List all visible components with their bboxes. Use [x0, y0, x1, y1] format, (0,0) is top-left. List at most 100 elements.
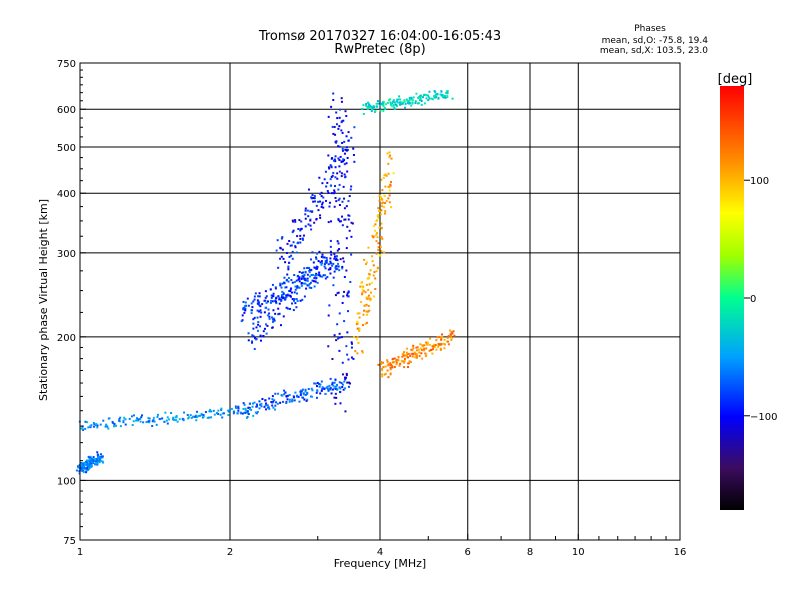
data-point: [450, 334, 453, 337]
data-point: [111, 421, 114, 424]
data-point: [374, 229, 377, 232]
data-point: [370, 109, 373, 112]
data-point: [334, 185, 337, 188]
data-point: [417, 96, 420, 99]
data-point: [251, 309, 254, 312]
data-point: [451, 332, 454, 335]
data-point: [306, 391, 309, 394]
data-point: [335, 385, 338, 388]
data-point: [208, 416, 211, 419]
data-point: [367, 106, 370, 109]
data-point: [333, 253, 336, 256]
x-tick-label: 16: [674, 547, 687, 558]
data-point: [87, 462, 90, 465]
data-point: [450, 336, 453, 339]
data-point: [299, 241, 302, 244]
data-point: [246, 297, 249, 300]
data-point: [310, 228, 313, 231]
data-point: [346, 331, 349, 334]
data-point: [334, 266, 337, 269]
y-axis-title: Stationary phase Virtual Height [km]: [37, 199, 50, 401]
data-point: [275, 249, 278, 252]
data-point: [356, 352, 359, 355]
data-point: [291, 250, 294, 253]
data-point: [282, 315, 285, 318]
data-point: [340, 160, 343, 163]
data-point: [450, 330, 453, 333]
data-point: [259, 334, 262, 337]
data-point: [309, 224, 312, 227]
data-point: [278, 312, 281, 315]
data-point: [420, 348, 423, 351]
data-point: [366, 108, 369, 111]
data-point: [335, 141, 338, 144]
data-point: [438, 335, 441, 338]
data-point: [265, 295, 268, 298]
data-point: [263, 405, 266, 408]
data-point: [323, 178, 326, 181]
data-point: [411, 355, 414, 358]
data-point: [350, 253, 353, 256]
data-point: [334, 133, 337, 136]
colorbar-tick-label: 100: [750, 176, 769, 187]
data-point: [294, 219, 297, 222]
data-point: [281, 248, 284, 251]
data-point: [299, 228, 302, 231]
data-point: [343, 140, 346, 143]
data-point: [282, 291, 285, 294]
data-point: [364, 291, 367, 294]
data-point: [97, 453, 100, 456]
data-point: [318, 250, 321, 253]
data-point: [345, 374, 348, 377]
data-point: [337, 337, 340, 340]
data-point: [337, 157, 340, 160]
data-point: [282, 257, 285, 260]
data-point: [336, 323, 339, 326]
data-point: [235, 406, 238, 409]
data-point: [312, 261, 315, 264]
data-point: [345, 135, 348, 138]
data-point: [401, 355, 404, 358]
data-point: [404, 106, 407, 109]
data-point: [322, 196, 325, 199]
data-point: [124, 423, 127, 426]
data-point: [253, 295, 256, 298]
data-point: [284, 261, 287, 264]
data-point: [346, 148, 349, 151]
data-point: [277, 266, 280, 269]
data-point: [295, 251, 298, 254]
data-point: [372, 264, 375, 267]
data-point: [379, 197, 382, 200]
data-point: [387, 99, 390, 102]
data-point: [396, 105, 399, 108]
data-point: [161, 417, 164, 420]
data-point: [260, 405, 263, 408]
data-point: [244, 407, 247, 410]
data-point: [324, 170, 327, 173]
data-point: [291, 302, 294, 305]
data-point: [151, 420, 154, 423]
data-point: [246, 416, 249, 419]
data-point: [434, 91, 437, 94]
data-point: [374, 109, 377, 112]
data-point: [335, 111, 338, 114]
data-point: [332, 276, 335, 279]
data-point: [327, 191, 330, 194]
data-point: [341, 200, 344, 203]
data-point: [279, 246, 282, 249]
data-point: [256, 403, 259, 406]
data-point: [399, 101, 402, 104]
data-point: [280, 237, 283, 240]
data-point: [296, 241, 299, 244]
data-point: [365, 103, 368, 106]
data-point: [428, 343, 431, 346]
x-axis-title: Frequency [MHz]: [334, 557, 426, 570]
data-point: [368, 103, 371, 106]
data-point: [379, 245, 382, 248]
data-point: [277, 295, 280, 298]
data-point: [328, 387, 331, 390]
data-point: [327, 166, 330, 169]
data-point: [366, 296, 369, 299]
data-point: [361, 324, 364, 327]
